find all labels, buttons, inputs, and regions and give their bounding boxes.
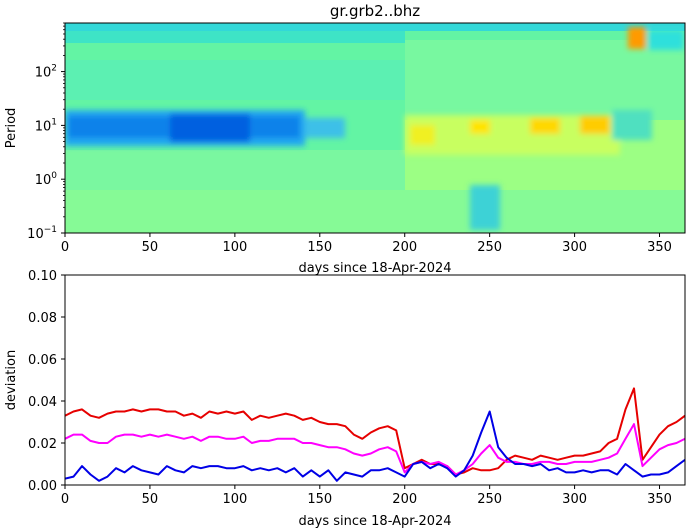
heatmap-x-tick-label: 100	[222, 240, 247, 255]
heatmap-x-axis-label: days since 18-Apr-2024	[298, 261, 451, 276]
heatmap-x-tick-label: 0	[61, 240, 69, 255]
deviation-y-tick-label: 0.04	[28, 395, 57, 410]
deviation-y-ticks: 0.00 0.02 0.04 0.06 0.08 0.10	[28, 269, 65, 494]
deviation-x-ticks: 0 50 100 150 200 250 300 350	[61, 485, 672, 507]
heatmap-y-tick-base: 10	[35, 173, 52, 188]
heatmap-area	[65, 23, 685, 233]
heatmap-x-tick-label: 350	[647, 240, 672, 255]
deviation-x-tick-label: 350	[647, 492, 672, 507]
deviation-x-tick-label: 0	[61, 492, 69, 507]
deviation-y-tick-label: 0.06	[28, 353, 57, 368]
heatmap-y-axis-label: Period	[4, 108, 19, 149]
deviation-series-line-1	[65, 387, 685, 476]
heatmap-y-tick-exp: 0	[51, 171, 57, 181]
heatmap-x-tick-label: 50	[142, 240, 159, 255]
heatmap-x-tick-label: 150	[307, 240, 332, 255]
heatmap-y-tick-label: 102	[35, 64, 57, 81]
deviation-series-line-3	[65, 410, 685, 482]
heatmap-y-tick-exp: −1	[44, 225, 57, 235]
deviation-x-axis-label: days since 18-Apr-2024	[298, 514, 451, 529]
deviation-y-tick-label: 0.08	[28, 311, 57, 326]
heatmap-y-tick-base: 10	[27, 227, 44, 242]
deviation-series-line-2	[65, 423, 685, 476]
deviation-x-tick-label: 200	[392, 492, 417, 507]
deviation-x-tick-label: 250	[477, 492, 502, 507]
heatmap-x-tick-label: 200	[392, 240, 417, 255]
heatmap-x-tick-label: 300	[562, 240, 587, 255]
heatmap-y-tick-label: 100	[35, 171, 58, 188]
heatmap-y-tick-label: 101	[35, 117, 57, 134]
deviation-panel: 0 50 100 150 200 250 300 350 0.000.020.040.060.…	[4, 269, 686, 529]
deviation-series	[65, 387, 685, 482]
heatmap-y-tick-base: 10	[35, 66, 52, 81]
heatmap-y-tick-exp: 2	[51, 64, 57, 74]
heatmap-y-tick-exp: 1	[51, 117, 57, 127]
deviation-x-tick-label: 100	[222, 492, 247, 507]
heatmap-x-ticks: 0 50 100 150 200 250 300 350	[61, 233, 672, 255]
figure-title: gr.grb2..bhz	[330, 2, 420, 20]
heatmap-y-tick-label: 10−1	[27, 225, 57, 242]
heatmap-y-tick-base: 10	[35, 119, 52, 134]
deviation-x-tick-label: 150	[307, 492, 332, 507]
deviation-y-tick-label: 0.10	[28, 269, 57, 284]
deviation-y-tick-label: 0.02	[28, 437, 57, 452]
deviation-y-axis-label: deviation	[4, 350, 19, 410]
heatmap-x-tick-label: 250	[477, 240, 502, 255]
deviation-x-tick-label: 300	[562, 492, 587, 507]
deviation-y-tick-label: 0.00	[28, 479, 57, 494]
deviation-x-tick-label: 50	[142, 492, 159, 507]
